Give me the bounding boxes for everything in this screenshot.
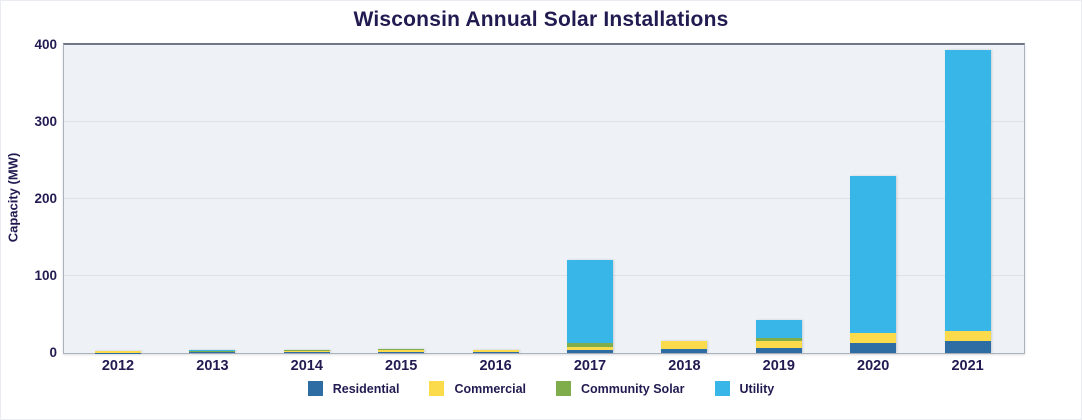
- gridline-100: [64, 275, 1024, 276]
- x-tick-label-2015: 2015: [385, 358, 418, 374]
- x-tick-label-2016: 2016: [479, 358, 512, 374]
- bar-segment-2014-commercial[interactable]: [283, 350, 330, 353]
- bar-2020[interactable]: [850, 176, 897, 353]
- legend-label-commercial: Commercial: [454, 381, 526, 396]
- y-tick-label-400: 400: [34, 37, 57, 52]
- bar-segment-2015-commercial[interactable]: [378, 350, 425, 353]
- legend-swatch-utility: [714, 381, 730, 396]
- bar-segment-2014-community-solar[interactable]: [283, 349, 330, 351]
- legend-item-residential[interactable]: Residential: [307, 381, 400, 396]
- bar-segment-2015-community-solar[interactable]: [378, 348, 425, 351]
- x-tick-label-2018: 2018: [668, 358, 701, 374]
- y-tick-label-100: 100: [34, 268, 57, 283]
- bar-2013[interactable]: [189, 349, 236, 353]
- bar-segment-2019-commercial[interactable]: [755, 340, 802, 349]
- bar-2015[interactable]: [378, 348, 425, 353]
- bar-segment-2018-residential[interactable]: [661, 349, 708, 353]
- bar-segment-2017-residential[interactable]: [567, 349, 613, 353]
- bar-2012[interactable]: [95, 351, 141, 353]
- bar-segment-2013-residential[interactable]: [189, 352, 236, 353]
- bar-segment-2021-utility[interactable]: [944, 50, 991, 331]
- bar-segment-2016-residential[interactable]: [472, 351, 519, 353]
- bar-2014[interactable]: [283, 349, 330, 353]
- y-tick-label-200: 200: [34, 191, 57, 206]
- gridline-200: [64, 198, 1024, 199]
- bar-segment-2013-community-solar[interactable]: [189, 350, 236, 352]
- y-tick-label-300: 300: [34, 114, 57, 129]
- bar-segment-2017-community-solar[interactable]: [567, 343, 613, 348]
- bar-segment-2020-residential[interactable]: [850, 343, 897, 353]
- y-axis-title: Capacity (MW): [5, 152, 21, 243]
- x-tick-label-2017: 2017: [573, 358, 607, 374]
- x-tick-label-2012: 2012: [101, 358, 135, 374]
- bar-segment-2014-residential[interactable]: [283, 352, 330, 353]
- legend-item-utility[interactable]: Utility: [714, 381, 775, 396]
- y-tick-label-0: 0: [49, 345, 57, 360]
- bar-segment-2017-utility[interactable]: [567, 260, 613, 344]
- bar-2018[interactable]: [661, 341, 708, 353]
- plot-area: [63, 43, 1025, 354]
- bar-segment-2019-utility[interactable]: [755, 319, 802, 338]
- x-tick-label-2019: 2019: [762, 358, 795, 374]
- bar-2017[interactable]: [567, 260, 613, 353]
- bar-segment-2015-residential[interactable]: [378, 352, 425, 353]
- legend-label-utility: Utility: [739, 381, 775, 396]
- bar-segment-2021-residential[interactable]: [944, 341, 991, 353]
- bar-segment-2018-commercial[interactable]: [661, 341, 708, 350]
- legend-label-residential: Residential: [332, 381, 400, 396]
- bar-segment-2016-commercial[interactable]: [472, 349, 519, 352]
- bar-2016[interactable]: [472, 349, 519, 353]
- legend-item-commercial[interactable]: Commercial: [429, 381, 526, 396]
- gridline-300: [64, 121, 1024, 122]
- bar-segment-2020-utility[interactable]: [850, 176, 897, 334]
- x-tick-label-2021: 2021: [951, 358, 984, 374]
- bar-segment-2019-residential[interactable]: [755, 348, 802, 353]
- x-tick-label-2013: 2013: [196, 358, 229, 374]
- bar-segment-2017-commercial[interactable]: [567, 347, 613, 350]
- legend: Residential Commercial Community Solar Util…: [1, 381, 1081, 396]
- legend-item-community-solar[interactable]: Community Solar: [556, 381, 685, 396]
- bar-segment-2013-commercial[interactable]: [189, 351, 236, 353]
- bar-2019[interactable]: [755, 319, 802, 353]
- bar-segment-2019-community-solar[interactable]: [755, 338, 802, 341]
- bar-segment-2012-commercial[interactable]: [95, 351, 141, 353]
- legend-swatch-commercial: [429, 381, 445, 396]
- chart-title: Wisconsin Annual Solar Installations: [353, 8, 729, 31]
- x-tick-label-2014: 2014: [290, 358, 323, 374]
- x-tick-label-2020: 2020: [857, 358, 890, 374]
- bar-segment-2020-commercial[interactable]: [850, 333, 897, 343]
- bar-segment-2013-utility[interactable]: [189, 349, 236, 351]
- bar-segment-2021-commercial[interactable]: [944, 330, 991, 342]
- legend-swatch-community-solar: [556, 381, 571, 396]
- legend-label-community-solar: Community Solar: [581, 381, 685, 396]
- bar-2021[interactable]: [944, 50, 991, 353]
- legend-swatch-residential: [307, 381, 323, 396]
